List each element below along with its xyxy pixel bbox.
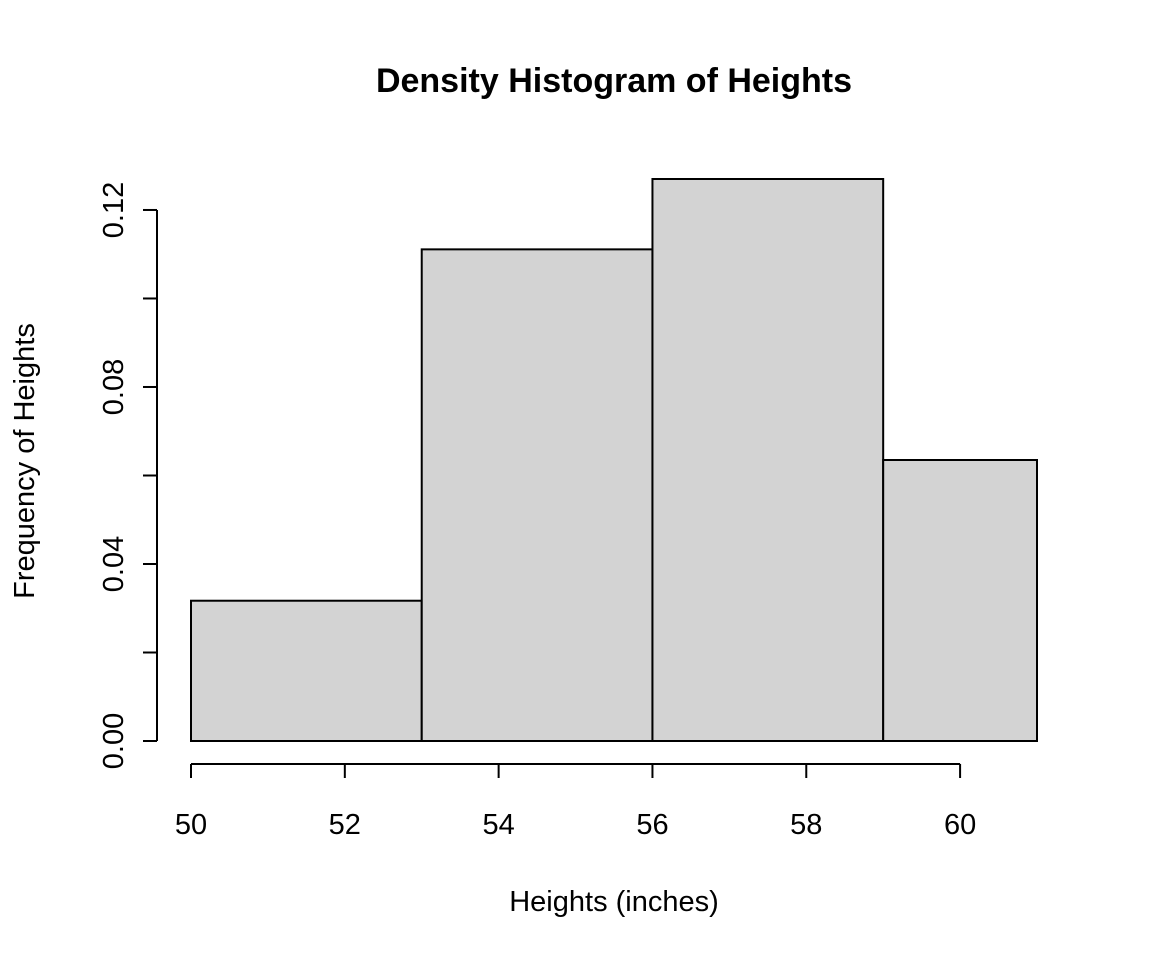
x-tick-label: 54 xyxy=(483,809,515,841)
y-tick-label: 0.00 xyxy=(98,713,130,769)
histogram-bar-0 xyxy=(190,599,423,742)
histogram-bar-1 xyxy=(420,248,654,742)
y-tick-label: 0.04 xyxy=(98,536,130,592)
histogram-bar-2 xyxy=(651,178,885,742)
x-axis: 50 52 54 56 58 60 xyxy=(175,763,976,841)
bars-group xyxy=(190,178,1038,742)
x-tick-label: 58 xyxy=(790,809,822,841)
y-tick-label: 0.08 xyxy=(98,359,130,415)
x-axis-title: Heights (inches) xyxy=(509,886,719,918)
y-axis-title: Frequency of Heights xyxy=(9,323,41,599)
y-tick-label: 0.12 xyxy=(98,182,130,238)
x-tick-label: 56 xyxy=(636,809,668,841)
chart-title: Density Histogram of Heights xyxy=(376,62,852,100)
histogram-bar-3 xyxy=(882,459,1038,742)
x-tick-label: 60 xyxy=(944,809,976,841)
x-tick-label: 52 xyxy=(329,809,361,841)
x-tick-label: 50 xyxy=(175,809,207,841)
y-axis: 0.00 0.04 0.08 0.12 xyxy=(98,182,158,769)
